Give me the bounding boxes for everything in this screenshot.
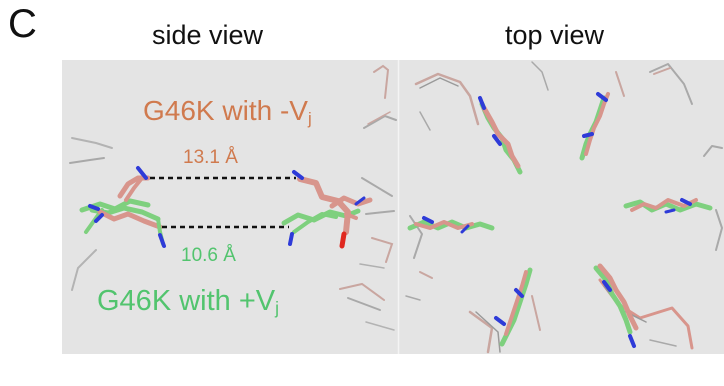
negative-vj-label-subscript: j: [307, 109, 312, 128]
top-residue-6: [593, 263, 639, 348]
side-view-backbone: [69, 64, 397, 331]
top-residue-4: [407, 216, 495, 234]
side-view-title: side view: [152, 20, 264, 50]
top-residue-3: [623, 198, 713, 214]
top-view-title: top view: [505, 20, 605, 50]
positive-vj-label: G46K with +Vj: [97, 285, 279, 319]
top-residue-5: [494, 267, 533, 347]
top-residue-2: [579, 92, 610, 161]
distance-negative-vj: 13.1 Å: [183, 147, 238, 168]
distance-positive-vj: 10.6 Å: [181, 245, 236, 266]
negative-vj-label-text: G46K with -V: [143, 95, 308, 126]
negative-vj-label: G46K with -Vj: [143, 95, 312, 129]
side-left-residue: [79, 166, 166, 248]
positive-vj-label-text: G46K with +V: [97, 285, 276, 317]
positive-vj-label-subscript: j: [275, 298, 279, 318]
side-right-residue: [281, 170, 373, 249]
panel-letter: C: [8, 2, 37, 46]
top-residue-1: [478, 96, 523, 175]
